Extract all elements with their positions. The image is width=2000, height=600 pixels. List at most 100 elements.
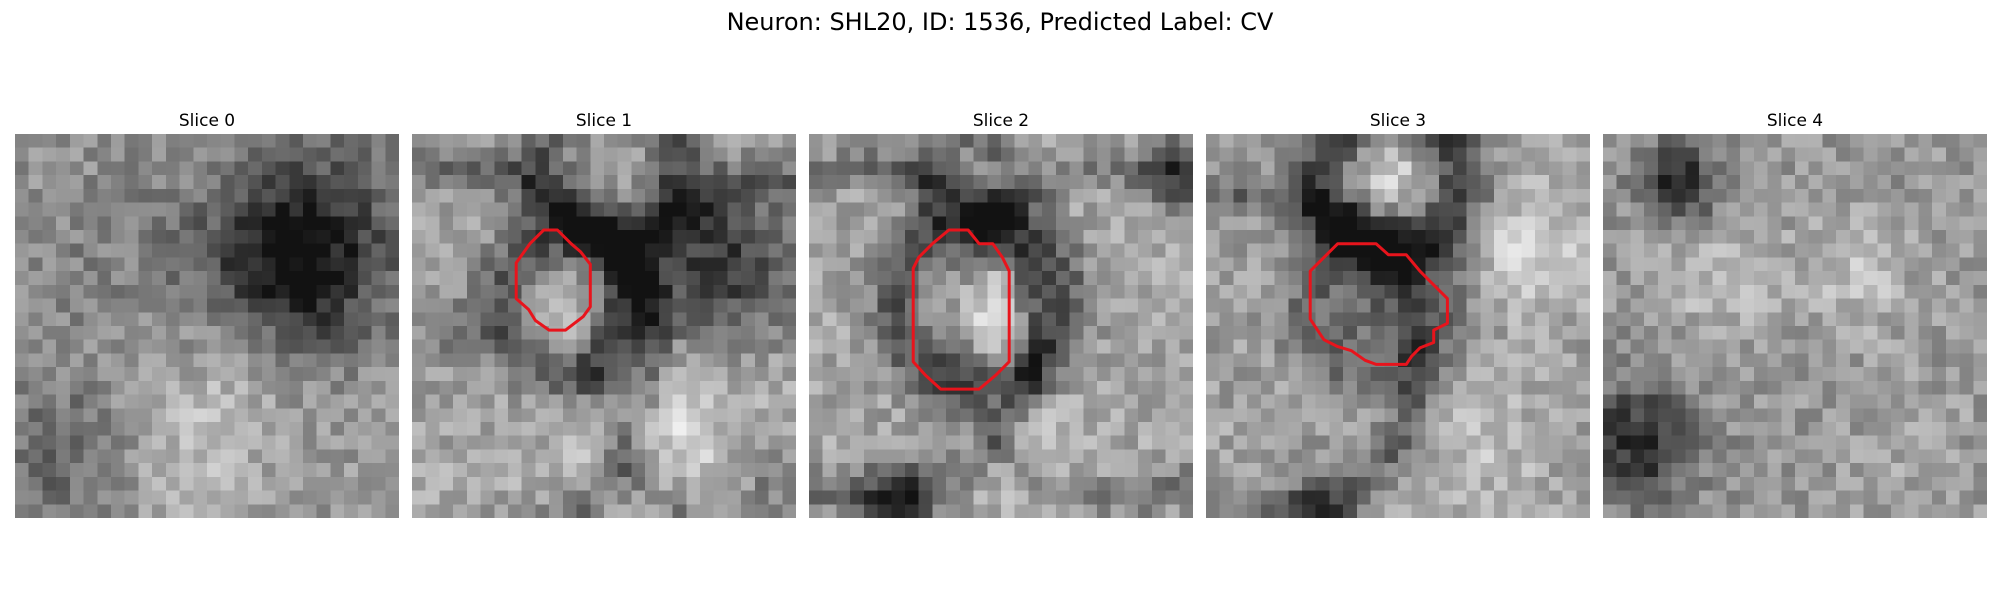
slice-pixel bbox=[1069, 271, 1084, 286]
slice-pixel bbox=[1124, 284, 1139, 299]
slice-pixel bbox=[1603, 463, 1618, 478]
slice-pixel bbox=[1644, 216, 1659, 231]
slice-pixel bbox=[631, 243, 646, 258]
slice-pixel bbox=[1138, 271, 1153, 286]
slice-pixel bbox=[480, 326, 495, 341]
slice-pixel bbox=[1425, 367, 1440, 382]
slice-pixel bbox=[1384, 380, 1399, 395]
slice-pixel bbox=[1671, 161, 1686, 176]
slice-pixel bbox=[1179, 422, 1193, 437]
slice-pixel bbox=[1740, 463, 1755, 478]
slice-pixel bbox=[1918, 202, 1933, 217]
slice-pixel bbox=[1863, 339, 1878, 354]
slice-pixel bbox=[521, 216, 536, 231]
slice-pixel bbox=[1356, 422, 1371, 437]
slice-pixel bbox=[1384, 422, 1399, 437]
slice-pixel bbox=[713, 161, 728, 176]
slice-pixel bbox=[987, 147, 1002, 162]
slice-pixel bbox=[1657, 422, 1672, 437]
slice-pixel bbox=[1562, 463, 1577, 478]
slice-pixel bbox=[1959, 134, 1974, 149]
slice-pixel bbox=[1069, 202, 1084, 217]
slice-pixel bbox=[645, 476, 660, 491]
slice-pixel bbox=[234, 476, 249, 491]
slice-pixel bbox=[1699, 243, 1714, 258]
slice-image-canvas bbox=[1603, 134, 1987, 518]
slice-pixel bbox=[1247, 257, 1262, 272]
slice-pixel bbox=[1576, 243, 1590, 258]
slice-pixel bbox=[686, 312, 701, 327]
slice-pixel bbox=[877, 161, 892, 176]
slice-pixel bbox=[357, 326, 372, 341]
slice-pixel bbox=[316, 216, 331, 231]
slice-pixel bbox=[248, 147, 263, 162]
slice-pixel bbox=[371, 243, 386, 258]
slice-pixel bbox=[1836, 422, 1851, 437]
slice-pixel bbox=[713, 175, 728, 190]
slice-pixel bbox=[768, 394, 783, 409]
slice-pixel bbox=[672, 147, 687, 162]
slice-pixel bbox=[1165, 394, 1180, 409]
slice-pixel bbox=[1767, 188, 1782, 203]
slice-pixel bbox=[1028, 298, 1043, 313]
slice-pixel bbox=[1603, 326, 1618, 341]
slice-pixel bbox=[28, 490, 43, 505]
slice-pixel bbox=[562, 435, 577, 450]
slice-pixel bbox=[1001, 216, 1016, 231]
slice-pixel bbox=[535, 257, 550, 272]
slice-pixel bbox=[1480, 408, 1495, 423]
slice-pixel bbox=[1836, 230, 1851, 245]
slice-pixel bbox=[56, 367, 71, 382]
slice-pixel bbox=[576, 147, 591, 162]
slice-pixel bbox=[1206, 298, 1221, 313]
slice-pixel bbox=[713, 353, 728, 368]
slice-pixel bbox=[1329, 394, 1344, 409]
slice-pixel bbox=[425, 435, 440, 450]
slice-pixel bbox=[15, 490, 30, 505]
slice-pixel bbox=[1616, 326, 1631, 341]
slice-pixel bbox=[959, 504, 974, 518]
slice-pixel bbox=[1822, 271, 1837, 286]
slice-pixel bbox=[645, 504, 660, 518]
slice-pixel bbox=[1795, 380, 1810, 395]
slice-pixel bbox=[1398, 271, 1413, 286]
slice-pixel bbox=[1124, 380, 1139, 395]
slice-pixel bbox=[1616, 339, 1631, 354]
slice-pixel bbox=[165, 380, 180, 395]
slice-pixel bbox=[741, 298, 756, 313]
slice-pixel bbox=[1726, 504, 1741, 518]
slice-pixel bbox=[1042, 312, 1057, 327]
slice-pixel bbox=[480, 230, 495, 245]
slice-pixel bbox=[905, 380, 920, 395]
slice-pixel bbox=[453, 435, 468, 450]
slice-pixel bbox=[1384, 188, 1399, 203]
slice-pixel bbox=[1110, 284, 1125, 299]
slice-pixel bbox=[1904, 476, 1919, 491]
slice-pixel bbox=[385, 161, 399, 176]
slice-pixel bbox=[1302, 339, 1317, 354]
slice-pixel bbox=[1014, 188, 1029, 203]
slice-pixel bbox=[1945, 243, 1960, 258]
slice-pixel bbox=[1849, 202, 1864, 217]
slice-pixel bbox=[850, 380, 865, 395]
slice-pixel bbox=[905, 476, 920, 491]
slice-pixel bbox=[1945, 422, 1960, 437]
slice-pixel bbox=[289, 463, 304, 478]
slice-pixel bbox=[1247, 339, 1262, 354]
slice-pixel bbox=[1260, 230, 1275, 245]
slice-pixel bbox=[891, 367, 906, 382]
slice-pixel bbox=[193, 326, 208, 341]
slice-pixel bbox=[152, 298, 167, 313]
slice-pixel bbox=[1918, 449, 1933, 464]
slice-pixel bbox=[1233, 449, 1248, 464]
slice-pixel bbox=[494, 394, 509, 409]
slice-pixel bbox=[1083, 216, 1098, 231]
slice-pixel bbox=[193, 312, 208, 327]
slice-pixel bbox=[1959, 326, 1974, 341]
slice-pixel bbox=[1822, 504, 1837, 518]
slice-pixel bbox=[234, 243, 249, 258]
slice-pixel bbox=[1945, 380, 1960, 395]
slice-pixel bbox=[1097, 422, 1112, 437]
slice-pixel bbox=[1822, 188, 1837, 203]
slice-pixel bbox=[1562, 367, 1577, 382]
